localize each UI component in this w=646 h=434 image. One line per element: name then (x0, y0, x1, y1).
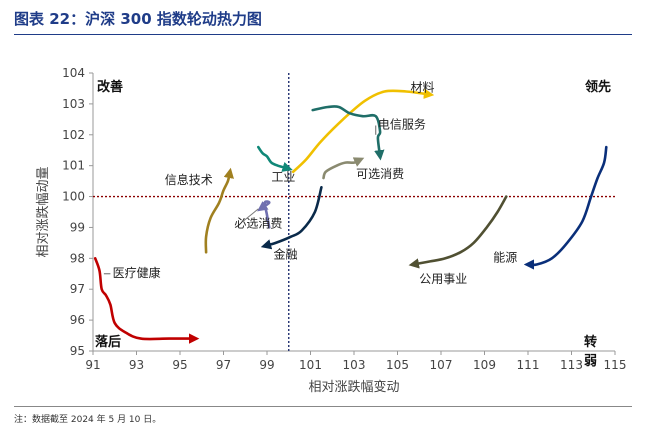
series-label-2: 必选消费 (234, 216, 282, 230)
y-tick-label: 104 (62, 66, 85, 80)
title-divider (14, 34, 632, 35)
footer-divider (14, 406, 632, 407)
x-tick-label: 101 (299, 358, 322, 372)
x-tick-label: 107 (430, 358, 453, 372)
series-line-0 (93, 257, 200, 344)
y-tick-label: 95 (70, 344, 85, 358)
y-tick-label: 103 (62, 97, 85, 111)
series-label-0: 医疗健康 (113, 265, 161, 280)
series-label-1: 信息技术 (165, 172, 213, 187)
y-tick-label: 100 (62, 190, 85, 204)
x-tick-label: 105 (386, 358, 409, 372)
quadrant-label-lagging: 落后 (95, 334, 121, 350)
y-tick-label: 101 (62, 159, 85, 173)
quadrant-label-weakening: 转 (584, 334, 597, 350)
y-axis-title: 相对涨跌幅动量 (35, 166, 51, 257)
series-label-4: 材料 (411, 81, 435, 95)
x-tick-label: 95 (172, 358, 187, 372)
series-line-2 (257, 200, 271, 229)
x-tick-label: 99 (259, 358, 274, 372)
series-line-4 (291, 88, 435, 174)
y-tick-label: 99 (70, 220, 85, 234)
series-line-7 (260, 186, 323, 250)
x-tick-label: 115 (604, 358, 627, 372)
quadrant-label-weakening-2: 弱 (584, 353, 597, 369)
series-label-3: 工业 (271, 170, 295, 184)
series-label-8: 公用事业 (419, 272, 467, 286)
series-line-9 (523, 145, 608, 270)
x-axis-title: 相对涨跌幅变动 (308, 379, 399, 395)
series-line-3 (257, 145, 293, 172)
x-tick-label: 113 (560, 358, 583, 372)
y-tick-label: 97 (70, 282, 85, 296)
footnote: 注：数据截至 2024 年 5 月 10 日。 (14, 415, 162, 425)
series-label-5: 电信服务 (378, 117, 426, 132)
x-tick-label: 93 (129, 358, 144, 372)
quadrant-label-improving: 改善 (97, 79, 123, 95)
series-label-6: 可选消费 (356, 167, 404, 181)
x-tick-label: 109 (473, 358, 496, 372)
x-tick-label: 111 (517, 358, 540, 372)
x-tick-label: 103 (343, 358, 366, 372)
y-tick-label: 102 (62, 128, 85, 142)
quadrant-label-leading: 领先 (585, 79, 611, 95)
chart-title: 图表 22：沪深 300 指数轮动热力图 (14, 10, 262, 28)
y-tick-label: 98 (70, 251, 85, 265)
series-line-6 (322, 157, 365, 180)
series-label-7: 金融 (274, 246, 298, 261)
series-label-9: 能源 (493, 250, 517, 264)
series-line-8 (408, 195, 508, 269)
leader-line-staples (242, 208, 259, 222)
series-line-5 (311, 105, 385, 161)
x-tick-label: 91 (85, 358, 100, 372)
y-tick-label: 96 (70, 313, 85, 327)
x-tick-label: 97 (216, 358, 231, 372)
series-line-1 (204, 167, 234, 254)
